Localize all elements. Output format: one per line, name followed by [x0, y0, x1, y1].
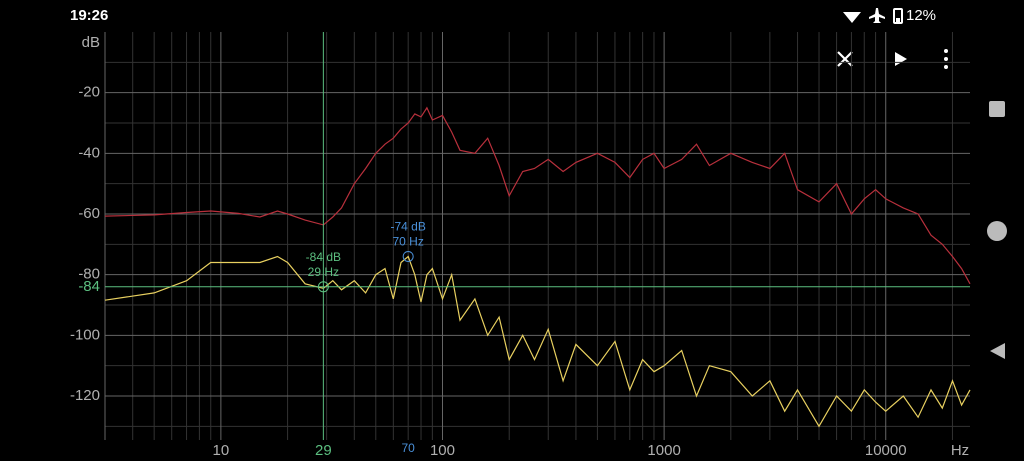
nav-home[interactable]	[987, 221, 1007, 241]
peak-x-label: 70	[401, 441, 415, 455]
cursor-x-label: 29	[315, 442, 332, 459]
cursor-y-label: -84	[78, 278, 100, 295]
cursor-point	[317, 281, 329, 293]
clock: 19:26	[70, 7, 108, 24]
y-tick-label: -120	[70, 387, 100, 404]
status-icons	[843, 8, 903, 24]
nav-recents[interactable]	[989, 101, 1005, 117]
nav-back[interactable]	[990, 343, 1005, 359]
peak-annotation: 70 Hz	[392, 235, 423, 249]
y-tick-label: -80	[78, 266, 100, 283]
x-tick-label: 100	[430, 442, 455, 459]
y-tick-label: -60	[78, 205, 100, 222]
plot: 10 100 1000 10000 -20 -40 -60 -80 -100 -120 dB Hz -8…	[70, 32, 971, 459]
y-tick-label: -100	[70, 326, 100, 343]
x-tick-label: 10000	[865, 442, 907, 459]
x-tick-label: 10	[213, 442, 230, 459]
close-button[interactable]	[837, 51, 853, 67]
cursor-annotation: 29 Hz	[308, 265, 339, 279]
battery-level: 12%	[906, 7, 936, 24]
menu-button[interactable]	[944, 49, 948, 69]
peak-point	[402, 250, 414, 262]
x-tick-label: 1000	[647, 442, 680, 459]
y-tick-label: -20	[78, 84, 100, 101]
y-tick-label: -40	[78, 144, 100, 161]
spectrum-line	[104, 106, 971, 285]
peak-annotation: -74 dB	[390, 220, 425, 234]
y-axis-label: dB	[82, 34, 100, 51]
cursor-annotation: -84 dB	[306, 250, 341, 264]
x-axis-label: Hz	[951, 442, 969, 459]
spectrum-line	[104, 255, 971, 428]
